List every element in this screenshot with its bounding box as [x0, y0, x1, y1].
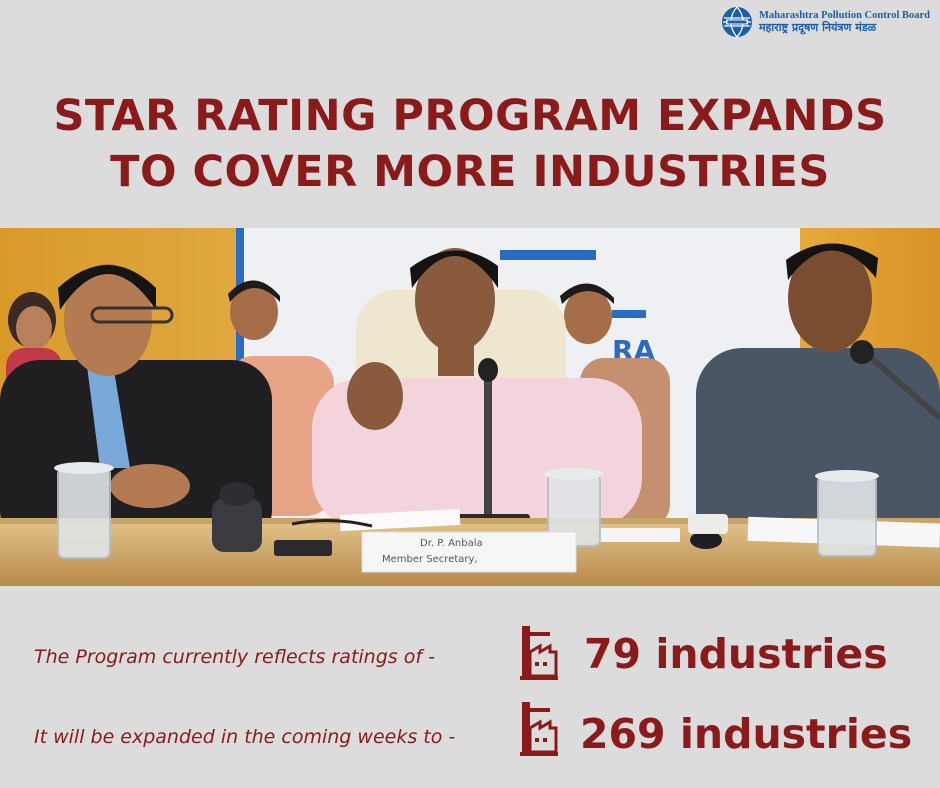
- logo-name-english: Maharashtra Pollution Control Board: [758, 9, 930, 21]
- factory-icon: [520, 702, 558, 756]
- stats-section: The Program currently reflects ratings o…: [0, 586, 940, 788]
- mpcb-logo: Maharashtra Pollution Control Board महार…: [721, 6, 930, 38]
- stat-value-expanded: 269 industries: [580, 710, 913, 758]
- headline: STAR RATING PROGRAM EXPANDS TO COVER MOR…: [0, 88, 940, 200]
- stat-label-current: The Program currently reflects ratings o…: [34, 646, 435, 668]
- globe-icon: [721, 6, 752, 38]
- stat-row-expanded: It will be expanded in the coming weeks …: [0, 696, 940, 766]
- factory-icon: [520, 626, 558, 680]
- nameplate-name: Dr. P. Anbala: [420, 538, 483, 549]
- headline-line-1: STAR RATING PROGRAM EXPANDS: [53, 91, 887, 141]
- logo-name-marathi: महाराष्ट्र प्रदूषण नियंत्रण मंडळ: [758, 20, 877, 34]
- stat-value-current: 79 industries: [584, 630, 888, 678]
- meeting-photo: RA: [0, 228, 940, 586]
- stat-label-expanded: It will be expanded in the coming weeks …: [34, 726, 456, 748]
- headline-line-2: TO COVER MORE INDUSTRIES: [110, 147, 830, 197]
- nameplate-title: Member Secretary,: [382, 554, 478, 565]
- stat-row-current: The Program currently reflects ratings o…: [0, 620, 940, 690]
